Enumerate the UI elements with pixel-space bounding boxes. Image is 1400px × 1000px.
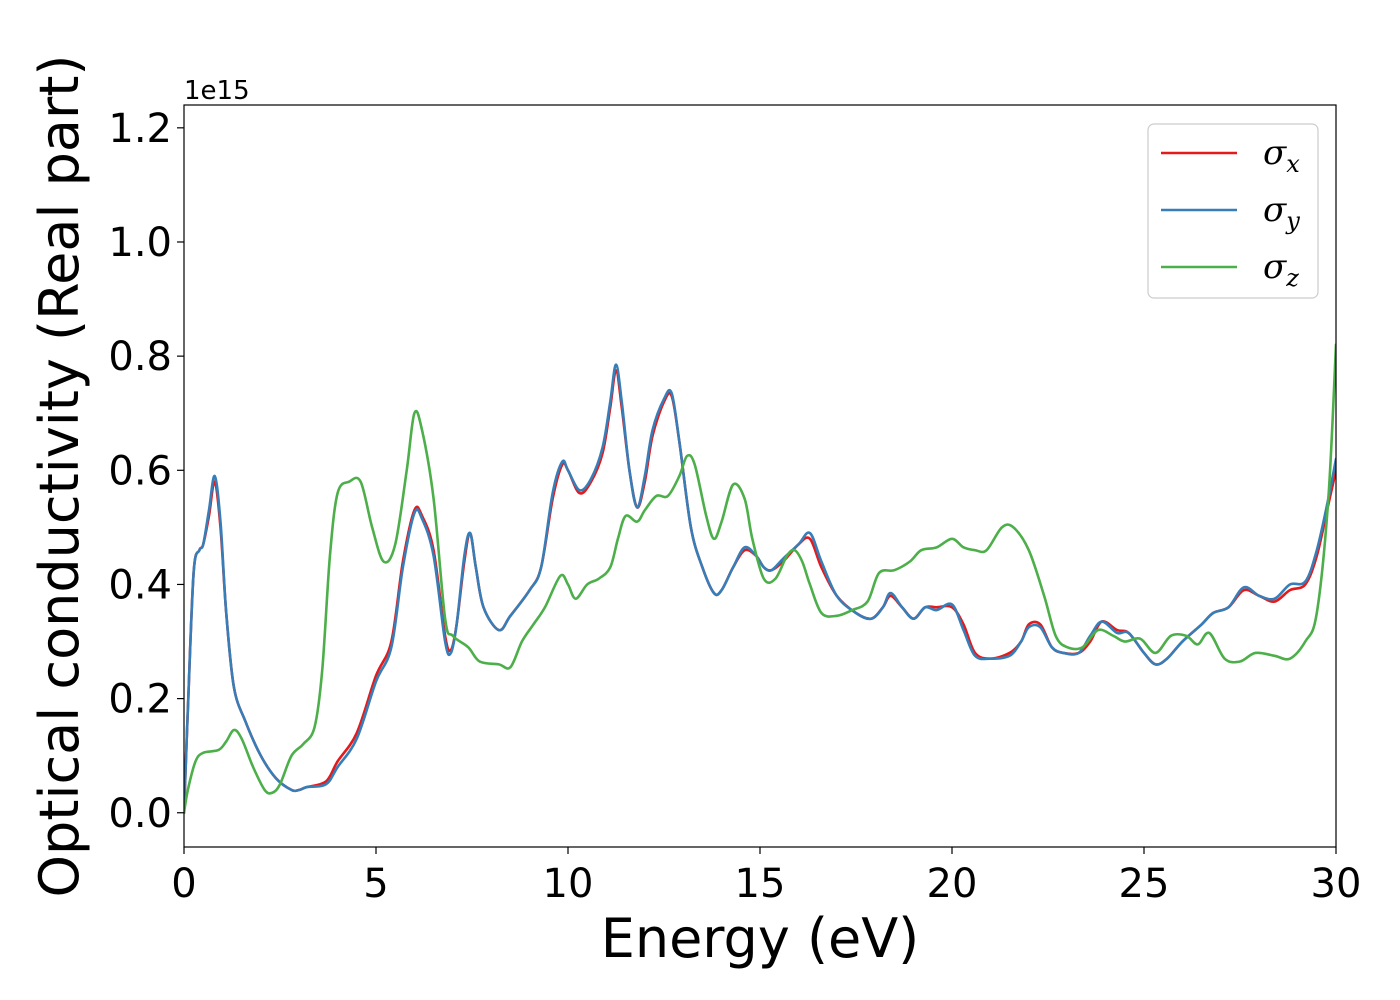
x-tick-label: 30: [1311, 861, 1362, 907]
x-axis: 0 5 10 15 20 25 30: [171, 847, 1361, 907]
y-tick-label: 0.2: [108, 677, 172, 723]
y-offset-label: 1e15: [184, 76, 250, 106]
x-tick-label: 15: [735, 861, 786, 907]
y-axis: 0.0 0.2 0.4 0.6 0.8 1.0 1.2: [108, 106, 184, 837]
legend-subscript: x: [1286, 150, 1300, 178]
x-tick-label: 10: [543, 861, 594, 907]
x-tick-label: 5: [363, 861, 388, 907]
x-tick-label: 20: [927, 861, 978, 907]
plot-area: [183, 104, 1337, 848]
series-line-y: [184, 363, 1336, 815]
legend-label-x: σx: [1263, 133, 1300, 178]
x-axis-label: Energy (eV): [601, 907, 920, 970]
y-axis-label: Optical conductivity (Real part): [28, 55, 91, 898]
legend-subscript: y: [1285, 207, 1300, 235]
legend-subscript: z: [1285, 264, 1299, 292]
y-tick-label: 0.4: [108, 562, 172, 608]
y-tick-label: 0.6: [108, 448, 172, 494]
y-tick-label: 0.0: [108, 791, 172, 837]
legend-symbol: σ: [1263, 133, 1287, 173]
y-tick-label: 1.2: [108, 106, 172, 152]
legend-symbol: σ: [1263, 247, 1287, 287]
y-tick-label: 0.8: [108, 334, 172, 380]
x-tick-label: 0: [171, 861, 196, 907]
series-layer: [184, 343, 1336, 815]
legend-label-y: σy: [1263, 190, 1300, 235]
y-tick-label: 1.0: [108, 220, 172, 266]
x-tick-label: 25: [1119, 861, 1170, 907]
series-line-z: [184, 343, 1336, 815]
legend-symbol: σ: [1263, 190, 1287, 230]
legend-label-z: σz: [1263, 247, 1299, 292]
